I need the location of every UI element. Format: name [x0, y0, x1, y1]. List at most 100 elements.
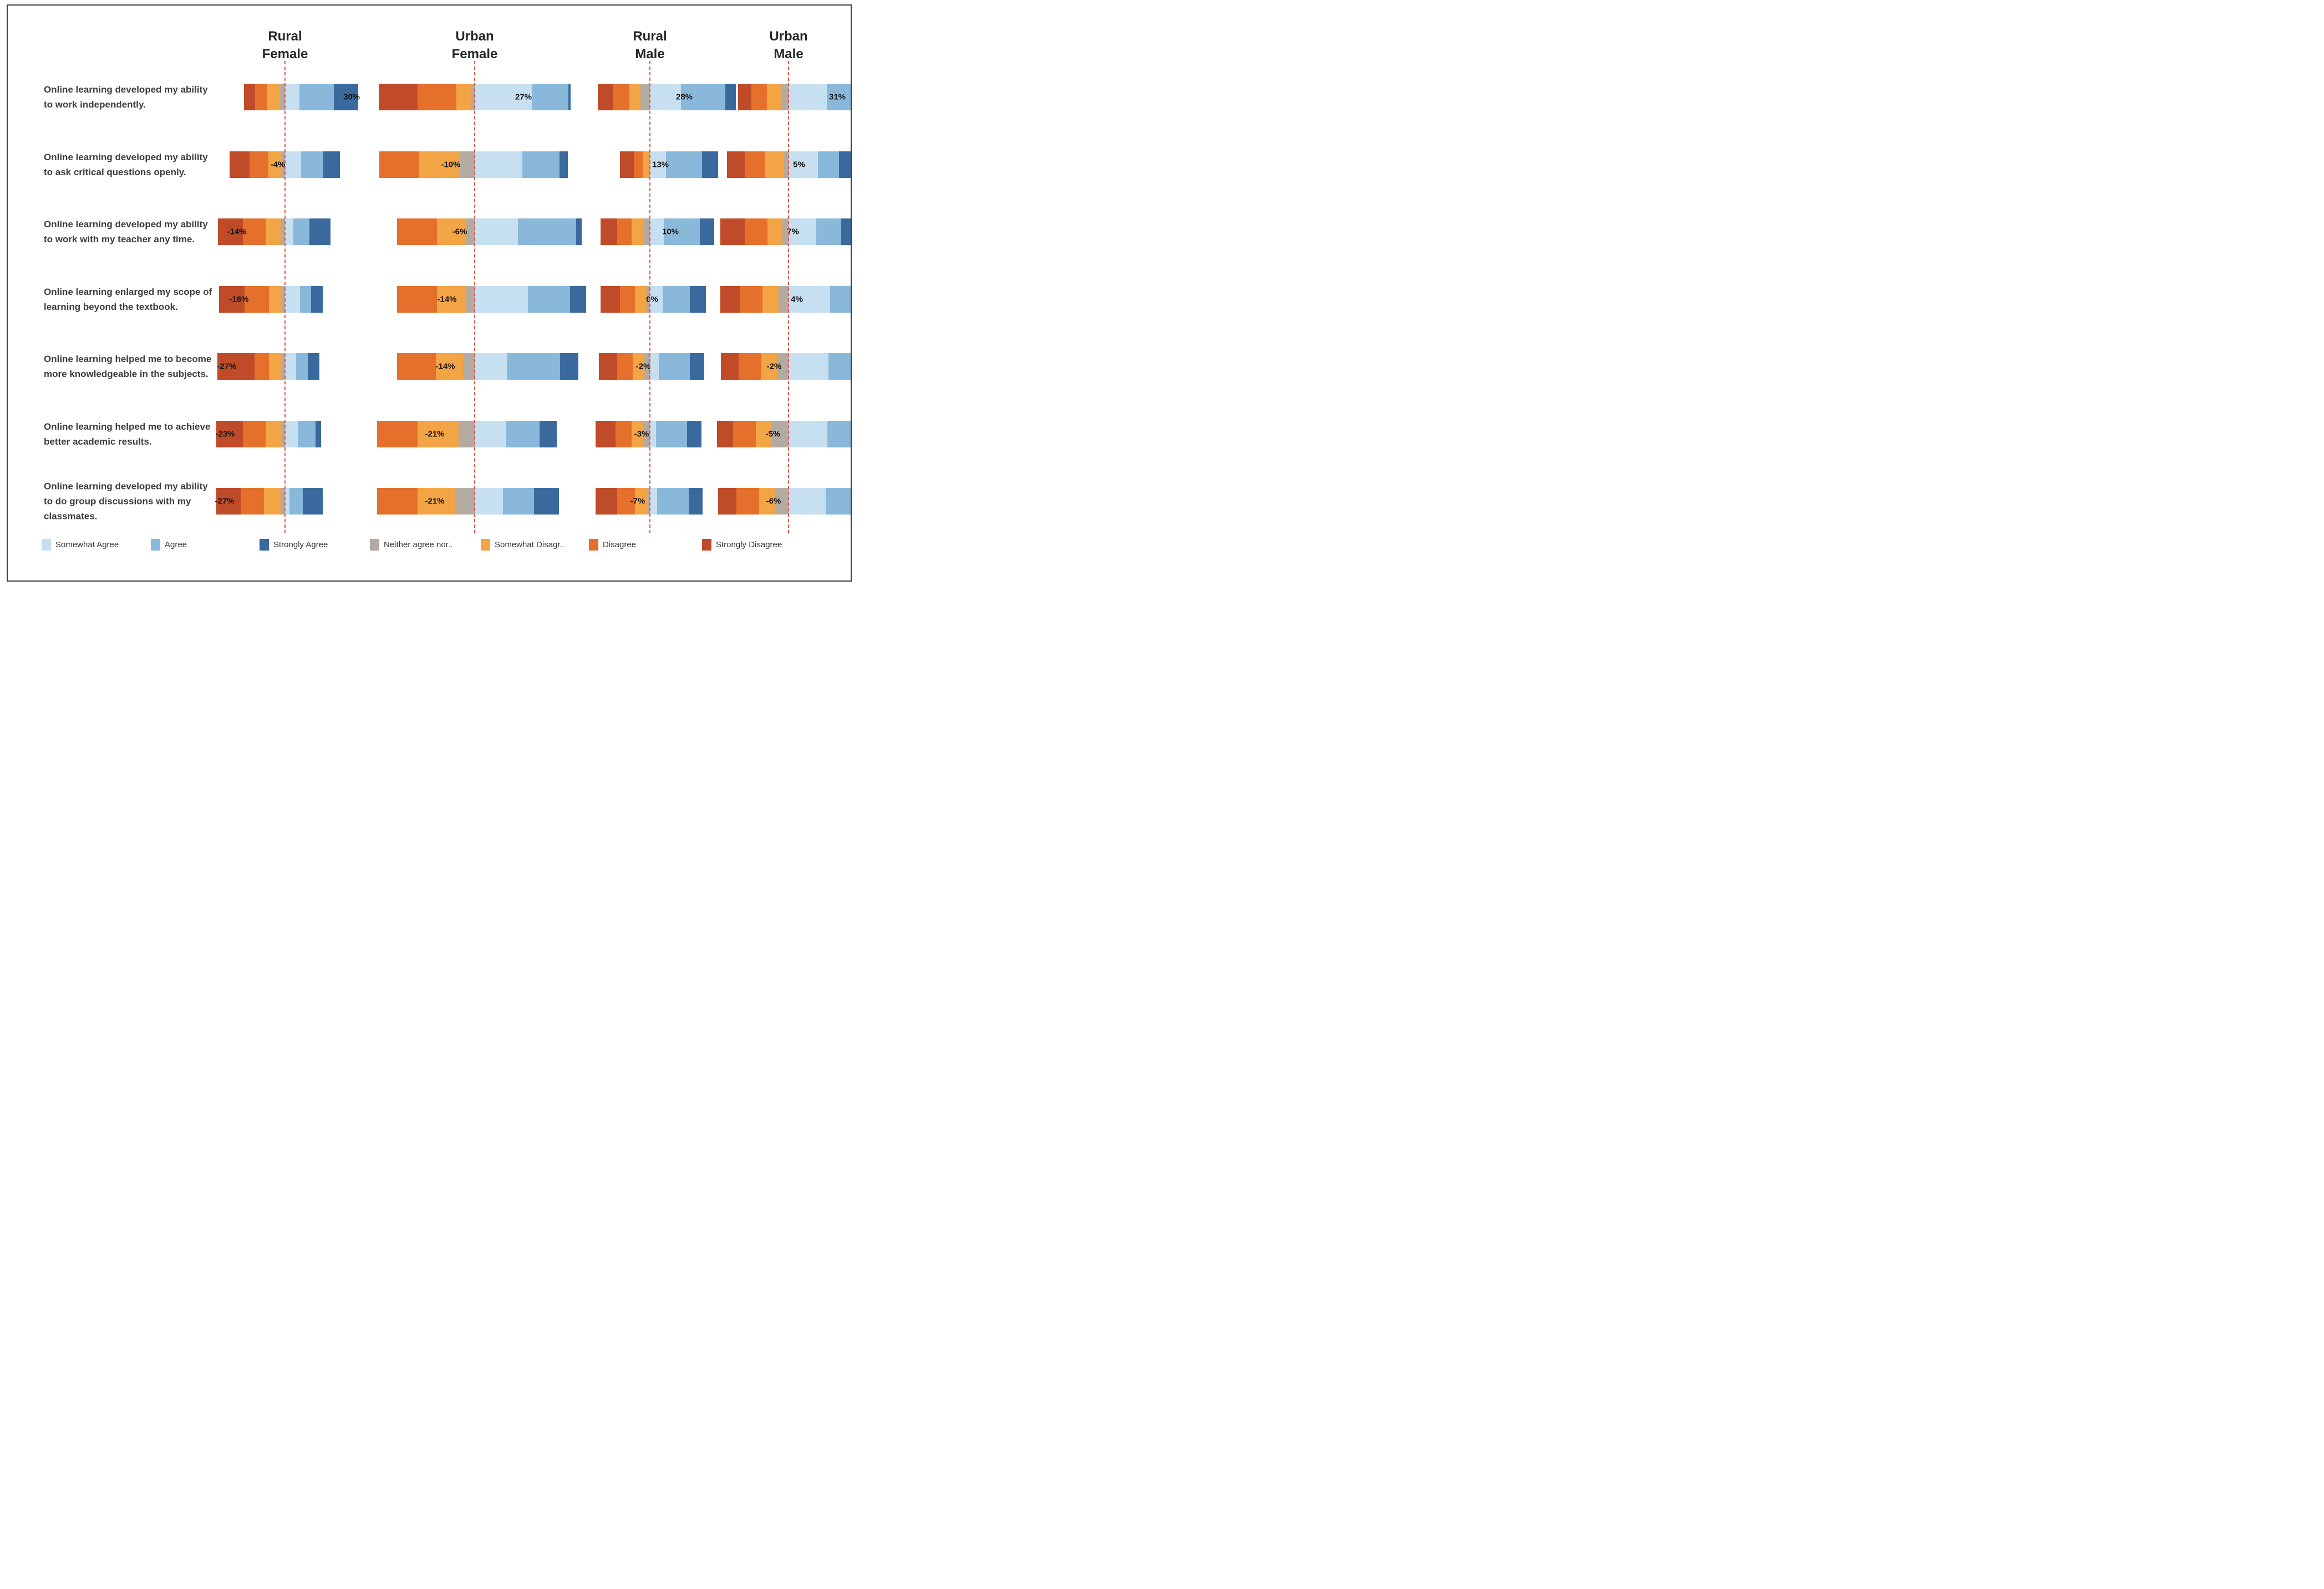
value-label: 28% [675, 92, 693, 102]
segment-somewhat-disagr [418, 488, 455, 515]
segment-disagree [397, 218, 437, 245]
stacked-bar-rural-female-row-1: 30% [244, 84, 360, 110]
segment-neither-agree-nor [282, 151, 285, 178]
segment-neither-agree-nor [466, 286, 475, 313]
value-label: 27% [515, 92, 532, 102]
stacked-bar-rural-male-row-5: -2% [599, 353, 704, 380]
segment-strongly-agree [303, 488, 323, 515]
segment-neither-agree-nor [647, 286, 650, 313]
segment-disagree [739, 353, 761, 380]
segment-disagree [733, 421, 756, 447]
segment-agree [300, 286, 311, 313]
segment-somewhat-agree [789, 488, 826, 515]
segment-somewhat-agree [650, 421, 656, 447]
stacked-bar-rural-female-row-6: -23% [215, 421, 321, 447]
value-label: -14% [227, 227, 247, 237]
segment-neither-agree-nor [781, 84, 789, 110]
segment-somewhat-disagr [268, 151, 282, 178]
segment-disagree [617, 488, 635, 515]
segment-strongly-disagree [217, 353, 255, 380]
zero-reference-line-3 [649, 61, 650, 533]
question-label-row-6: Online learning helped me to achieve bet… [44, 421, 211, 447]
value-label: -10% [441, 160, 461, 170]
segment-strongly-disagree [216, 421, 243, 447]
segment-strongly-disagree [717, 421, 733, 447]
value-label: 13% [652, 160, 669, 170]
segment-somewhat-disagr [456, 84, 471, 110]
value-label: 0% [646, 294, 658, 304]
segment-disagree [255, 353, 269, 380]
segment-somewhat-disagr [767, 218, 782, 245]
stacked-bar-rural-female-row-7: -27% [215, 488, 323, 515]
value-label: -3% [634, 429, 649, 439]
segment-disagree [255, 84, 267, 110]
segment-disagree [620, 286, 635, 313]
segment-strongly-disagree [216, 488, 241, 515]
segment-strongly-agree [690, 286, 706, 313]
segment-somewhat-agree [650, 218, 664, 245]
stacked-bar-urban-female-row-2: -10% [379, 151, 568, 178]
segment-disagree [745, 218, 767, 245]
segment-agree [528, 286, 570, 313]
stacked-bar-urban-female-row-6: -21% [377, 421, 557, 447]
segment-agree [506, 421, 540, 447]
segment-neither-agree-nor [455, 488, 475, 515]
value-label: -4% [270, 160, 286, 170]
segment-agree [298, 421, 316, 447]
segment-somewhat-disagr [266, 421, 282, 447]
segment-neither-agree-nor [784, 151, 789, 178]
segment-strongly-disagree [599, 353, 617, 380]
segment-somewhat-agree [475, 286, 528, 313]
segment-disagree [379, 151, 419, 178]
segment-somewhat-disagr [756, 421, 772, 447]
segment-somewhat-disagr [765, 151, 784, 178]
segment-strongly-agree [570, 286, 586, 313]
value-label: 7% [787, 227, 799, 237]
segment-disagree [377, 421, 418, 447]
segment-somewhat-agree [285, 151, 301, 178]
segment-somewhat-disagr [761, 353, 777, 380]
segment-neither-agree-nor [282, 353, 285, 380]
segment-neither-agree-nor [775, 488, 789, 515]
legend-swatch [589, 539, 598, 551]
segment-somewhat-agree [475, 421, 506, 447]
segment-somewhat-disagr [269, 286, 282, 313]
segment-agree [296, 353, 308, 380]
segment-agree [503, 488, 534, 515]
segment-agree [663, 286, 690, 313]
legend-label: Somewhat Agree [55, 540, 119, 549]
segment-disagree [397, 353, 436, 380]
segment-somewhat-agree [475, 218, 518, 245]
segment-strongly-agree [687, 421, 701, 447]
stacked-bar-urban-female-row-3: -6% [397, 218, 582, 245]
segment-somewhat-disagr [267, 84, 279, 110]
segment-neither-agree-nor [281, 488, 285, 515]
stacked-bar-rural-female-row-4: -16% [219, 286, 323, 313]
segment-somewhat-agree [650, 353, 659, 380]
segment-somewhat-disagr [269, 353, 282, 380]
segment-somewhat-agree [789, 151, 818, 178]
stacked-bar-urban-male-row-7: -6% [718, 488, 851, 515]
stacked-bar-urban-male-row-3: 7% [720, 218, 851, 245]
pane-header-line1: Rural [268, 29, 302, 44]
segment-strongly-agree [690, 353, 704, 380]
segment-disagree [736, 488, 759, 515]
pane-header-line2: Male [774, 46, 804, 62]
segment-neither-agree-nor [648, 488, 650, 515]
segment-strongly-disagree [244, 84, 255, 110]
segment-strongly-disagree [738, 84, 751, 110]
value-label: -14% [435, 361, 455, 371]
value-label: -21% [425, 496, 445, 506]
value-label: -6% [452, 227, 467, 237]
segment-disagree [616, 421, 632, 447]
segment-agree [522, 151, 560, 178]
segment-strongly-disagree [230, 151, 250, 178]
segment-somewhat-disagr [632, 218, 643, 245]
segment-strongly-agree [725, 84, 736, 110]
segment-neither-agree-nor [779, 286, 789, 313]
legend-swatch [370, 539, 379, 551]
question-label-row-1: Online learning developed my ability to … [44, 84, 208, 110]
segment-strongly-agree [839, 151, 851, 178]
segment-somewhat-agree [475, 84, 532, 110]
value-label: -23% [215, 429, 235, 439]
